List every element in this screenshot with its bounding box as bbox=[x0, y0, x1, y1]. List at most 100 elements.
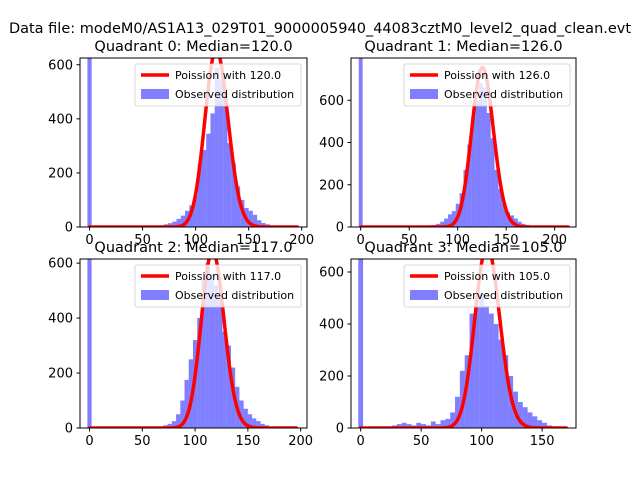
legend-label-observed: Observed distribution bbox=[175, 88, 294, 101]
histogram-bar bbox=[479, 292, 485, 428]
histogram-bar bbox=[467, 144, 472, 227]
x-tick-label: 100 bbox=[469, 434, 494, 449]
legend-box bbox=[403, 63, 571, 107]
histogram-bar bbox=[396, 424, 402, 428]
histogram-bar bbox=[494, 169, 499, 227]
histogram-bar bbox=[226, 345, 231, 428]
histogram-bar bbox=[513, 218, 518, 227]
histogram-bar bbox=[168, 223, 173, 227]
histogram-bar bbox=[406, 424, 412, 428]
x-tick-label: 200 bbox=[288, 434, 313, 449]
legend: Poission with 126.0 Observed distribution bbox=[403, 63, 571, 107]
axes-frame bbox=[79, 57, 308, 228]
x-tick-label: 50 bbox=[413, 434, 430, 449]
chart-panel-0: 0 50 100 150 200 0 200 400 600 Quadrant 0: Median… bbox=[48, 39, 314, 248]
histogram-bar bbox=[260, 423, 265, 428]
histogram-bar bbox=[257, 220, 262, 227]
histogram-bar bbox=[486, 112, 491, 227]
histogram-bar bbox=[171, 421, 177, 428]
legend-label-poisson: Poission with 105.0 bbox=[444, 270, 550, 283]
y-tick-label: 400 bbox=[48, 112, 73, 127]
histogram-bar bbox=[475, 100, 480, 227]
histogram-bar bbox=[167, 423, 172, 428]
x-tick-label: 150 bbox=[494, 233, 519, 248]
legend-bar-swatch bbox=[141, 89, 169, 99]
histogram-bar bbox=[488, 313, 494, 428]
histogram-bar bbox=[247, 414, 253, 428]
chart-panel-2: 0 50 100 150 200 0 200 400 600 Quadrant 2: Median… bbox=[48, 240, 313, 449]
y-tick-label: 600 bbox=[319, 266, 344, 281]
histogram-bar bbox=[542, 422, 547, 428]
histogram-bar bbox=[210, 113, 215, 227]
histogram-bar bbox=[463, 169, 468, 227]
y-tick-label: 0 bbox=[65, 422, 73, 437]
histogram-bar bbox=[252, 214, 258, 227]
figure-suptitle: Data file: modeM0/AS1A13_029T01_90000059… bbox=[9, 21, 631, 37]
histogram-bar bbox=[440, 420, 446, 428]
legend-box bbox=[134, 264, 302, 308]
y-tick-label: 200 bbox=[319, 178, 344, 193]
legend-label-poisson: Poission with 120.0 bbox=[175, 69, 281, 82]
panel-title: Quadrant 2: Median=117.0 bbox=[94, 240, 292, 256]
x-tick-label: 100 bbox=[445, 233, 470, 248]
histogram-bar bbox=[471, 117, 476, 227]
legend-bar-swatch bbox=[410, 290, 438, 300]
histogram-bar bbox=[256, 421, 261, 428]
histogram-bar bbox=[239, 400, 244, 428]
histogram-bar bbox=[252, 418, 257, 428]
legend: Poission with 117.0 Observed distribution bbox=[134, 264, 302, 308]
histogram-bar bbox=[214, 285, 219, 428]
panel-title: Quadrant 1: Median=126.0 bbox=[364, 39, 562, 55]
legend-bar-swatch bbox=[410, 89, 438, 99]
histogram-bar bbox=[498, 188, 503, 227]
histogram-spike-bar bbox=[87, 58, 92, 227]
histogram-bar bbox=[502, 203, 507, 227]
y-tick-label: 200 bbox=[48, 367, 73, 382]
legend-label-observed: Observed distribution bbox=[444, 88, 563, 101]
histogram-spike-bar bbox=[358, 58, 363, 227]
legend-label-observed: Observed distribution bbox=[175, 289, 294, 302]
histogram-bar bbox=[537, 420, 543, 428]
y-tick-label: 400 bbox=[319, 318, 344, 333]
y-tick-label: 200 bbox=[319, 370, 344, 385]
histogram-bar bbox=[451, 211, 456, 227]
legend: Poission with 105.0 Observed distribution bbox=[403, 264, 571, 308]
histogram-bar bbox=[231, 163, 236, 227]
x-tick-label: 0 bbox=[85, 434, 93, 449]
histogram-bar bbox=[227, 143, 232, 227]
histogram-bar bbox=[209, 274, 215, 428]
histogram-bar bbox=[444, 218, 448, 227]
x-tick-label: 200 bbox=[289, 233, 314, 248]
legend-bar-swatch bbox=[141, 290, 169, 300]
x-tick-label: 50 bbox=[134, 233, 151, 248]
histogram-bar bbox=[440, 221, 445, 227]
histogram-bar bbox=[498, 339, 504, 428]
histogram-bar bbox=[527, 412, 533, 428]
panel-title: Quadrant 3: Median=105.0 bbox=[364, 240, 562, 256]
histogram-bar bbox=[206, 133, 211, 227]
x-tick-label: 200 bbox=[542, 233, 567, 248]
histogram-bar bbox=[450, 412, 456, 428]
histogram-bar bbox=[482, 87, 487, 227]
histogram-bar bbox=[197, 163, 202, 227]
histogram-bar bbox=[218, 79, 224, 227]
x-tick-label: 0 bbox=[85, 233, 93, 248]
y-tick-label: 400 bbox=[48, 312, 73, 327]
panel-title: Quadrant 0: Median=120.0 bbox=[94, 39, 292, 55]
x-tick-label: 0 bbox=[357, 233, 365, 248]
histogram-bar bbox=[517, 221, 522, 227]
axes-frame bbox=[79, 258, 308, 429]
histogram-bar bbox=[201, 149, 207, 227]
histogram-bar bbox=[184, 379, 189, 428]
chart-panel-1: 0 50 100 150 200 0 200 400 600 Quadrant 1: Median… bbox=[319, 39, 577, 248]
y-tick-label: 600 bbox=[48, 257, 73, 272]
histogram-bar bbox=[222, 331, 227, 428]
histogram-bar bbox=[401, 422, 407, 428]
y-tick-label: 200 bbox=[48, 166, 73, 181]
legend-box bbox=[403, 264, 571, 308]
histogram-bar bbox=[176, 218, 181, 227]
y-tick-label: 0 bbox=[336, 422, 344, 437]
y-tick-label: 600 bbox=[319, 94, 344, 109]
histogram-bar bbox=[503, 355, 509, 428]
